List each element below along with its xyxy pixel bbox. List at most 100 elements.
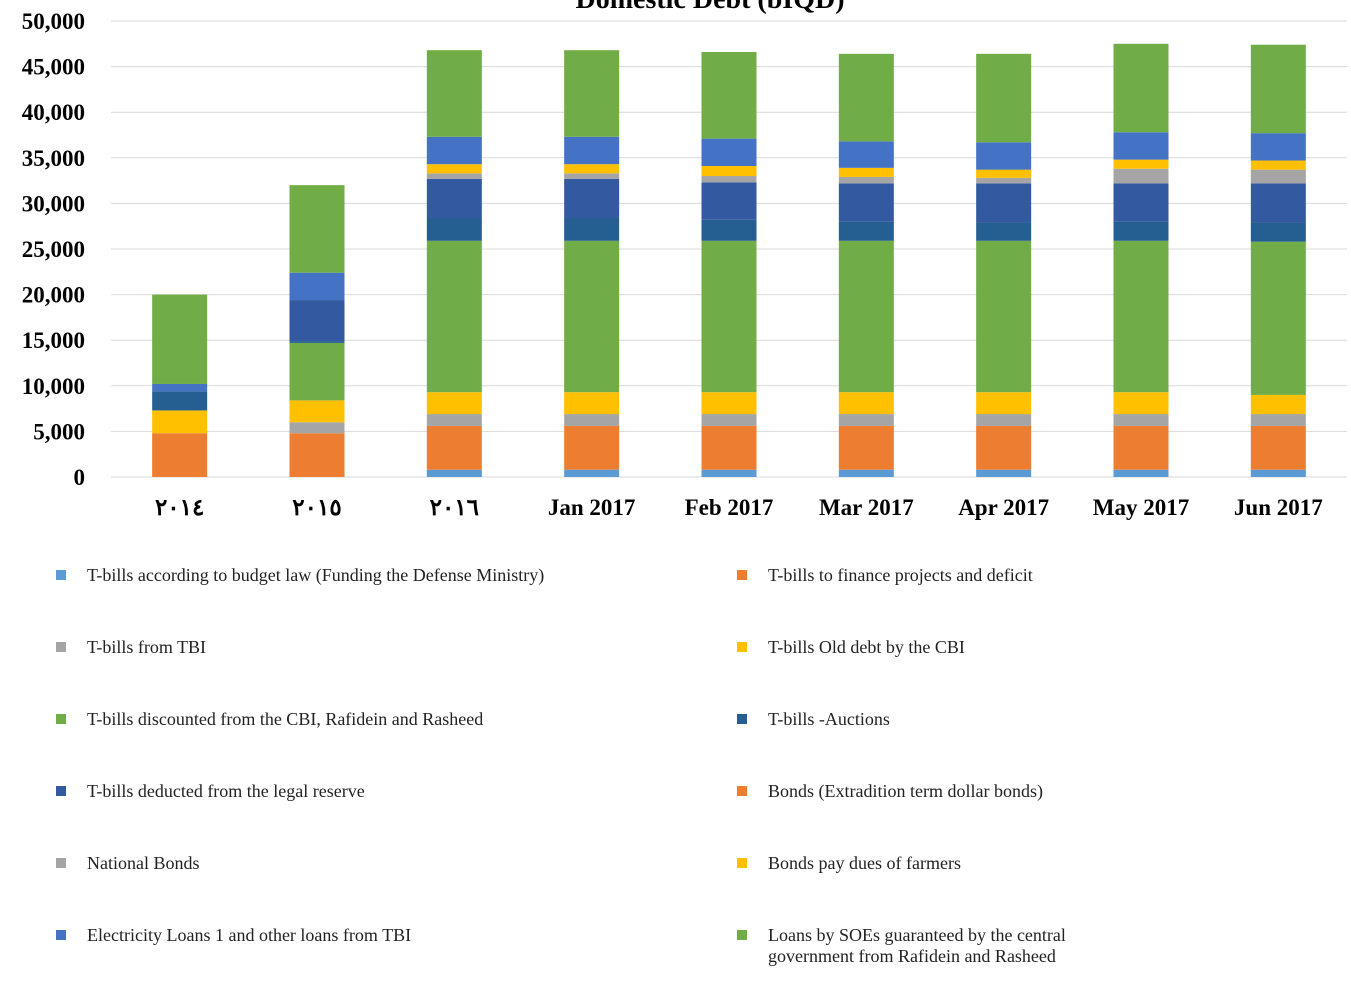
legend-label: Bonds (Extradition term dollar bonds) [768, 781, 1043, 801]
bar-segment [289, 433, 345, 477]
bar-segment [976, 183, 1032, 223]
legend-label: T-bills discounted from the CBI, Rafidei… [87, 709, 484, 729]
legend-swatch [56, 642, 66, 652]
x-tick-label: Feb 2017 [685, 495, 774, 520]
bar-segment [838, 392, 894, 415]
bar-segment [1250, 469, 1306, 477]
bar-segment [564, 414, 620, 426]
bar-segment [1250, 160, 1306, 170]
bar-segment [152, 383, 208, 392]
y-tick-label: 5,000 [33, 419, 85, 444]
bar-segment [838, 176, 894, 184]
bar-segment [564, 173, 620, 179]
legend-swatch [737, 714, 747, 724]
bar-segment [976, 169, 1032, 178]
legend-label: T-bills Old debt by the CBI [768, 637, 965, 657]
bar-segment [426, 164, 482, 174]
bar-segment [1113, 159, 1169, 169]
bar-segment [976, 177, 1032, 184]
bar-segment [1113, 132, 1169, 160]
bar-segment [152, 410, 208, 434]
bar-segment [976, 392, 1032, 415]
chart: Domestic Debt (bIQD) 0 5,000 10,000 15,000 2… [22, 0, 1347, 520]
bar-segment [289, 341, 345, 343]
bar-segment [564, 217, 620, 241]
bar-segment [1113, 43, 1169, 133]
bar-segment [564, 164, 620, 174]
bar-segment [1250, 133, 1306, 161]
y-tick-label: 0 [74, 465, 86, 490]
bar-segment [152, 433, 208, 477]
bar-segment [426, 240, 482, 393]
chart-title: Domestic Debt (bIQD) [575, 0, 844, 15]
legend-swatch [56, 858, 66, 868]
bar-segment [701, 219, 757, 241]
legend-swatch [737, 786, 747, 796]
bar-segment [1250, 183, 1306, 223]
bar-segment [426, 136, 482, 165]
bar-segment [838, 240, 894, 393]
bar-segment [838, 183, 894, 222]
bar-segment [976, 425, 1032, 470]
bar-segment [152, 294, 208, 384]
legend-label: T-bills deducted from the legal reserve [87, 781, 365, 801]
bar-segment [289, 272, 345, 301]
bar-segment [701, 52, 757, 139]
bar-segment [1113, 183, 1169, 222]
bar-segment [701, 469, 757, 477]
bar-segment [426, 414, 482, 426]
y-tick-label: 40,000 [22, 100, 85, 125]
bar-segment [1250, 414, 1306, 426]
bar-segment [289, 342, 345, 401]
y-tick-label: 30,000 [22, 191, 85, 216]
bar-segment [1250, 241, 1306, 395]
x-tick-label: May 2017 [1093, 495, 1189, 520]
bar-segment [838, 469, 894, 477]
bar-segment [1113, 392, 1169, 415]
bar-segment [976, 222, 1032, 241]
y-tick-label: 45,000 [22, 55, 85, 80]
bar-segment [426, 178, 482, 218]
legend-label: Electricity Loans 1 and other loans from… [87, 925, 412, 945]
bar-segment [1113, 425, 1169, 470]
bar-segment [838, 221, 894, 241]
y-tick-label: 50,000 [22, 9, 85, 34]
legend-swatch [56, 786, 66, 796]
bar-segment [1250, 394, 1306, 415]
bar-segment [1250, 44, 1306, 134]
bar-segment [1250, 425, 1306, 470]
y-tick-label: 10,000 [22, 374, 85, 399]
bar-segment [838, 425, 894, 470]
legend-label: T-bills -Auctions [768, 709, 890, 729]
bar-segment [838, 414, 894, 426]
bar-segment [701, 182, 757, 220]
bar-segment [976, 414, 1032, 426]
bar-segment [426, 392, 482, 415]
bar-segment [289, 400, 345, 423]
bar-segment [701, 176, 757, 183]
legend-label: T-bills from TBI [87, 637, 207, 657]
bar-segment [1113, 414, 1169, 426]
x-tick-label: ٢٠١٦ [430, 495, 479, 520]
bar-segment [426, 173, 482, 179]
bar-segment [1250, 169, 1306, 184]
bar-segment [564, 392, 620, 415]
legend-swatch [737, 642, 747, 652]
bar-segment [1250, 222, 1306, 242]
bar-segment [289, 422, 345, 434]
legend-swatch [56, 570, 66, 580]
legend-label: National Bonds [87, 853, 200, 873]
bar-segment [289, 300, 345, 342]
legend-swatch [56, 930, 66, 940]
legend-label: Loans by SOEs guaranteed by the central … [768, 925, 1066, 966]
x-tick-label: Apr 2017 [958, 495, 1049, 520]
bar-segment [426, 425, 482, 470]
x-tick-label: Mar 2017 [819, 495, 914, 520]
legend-swatch [56, 714, 66, 724]
bar-segment [976, 240, 1032, 393]
legend-swatch [737, 930, 747, 940]
bar-segment [564, 240, 620, 393]
bar-segment [152, 391, 208, 411]
legend-swatch [737, 570, 747, 580]
bar-segment [838, 53, 894, 142]
